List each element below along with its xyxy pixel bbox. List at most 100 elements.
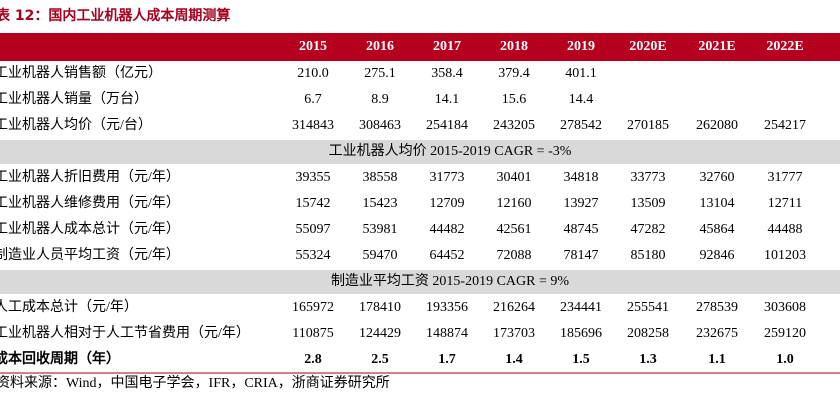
cell-value: 254184 [426, 118, 468, 133]
cell-value: 53981 [363, 222, 398, 237]
cell-value: 178410 [359, 300, 401, 315]
cell-value: 55097 [296, 222, 331, 237]
cell-value: 2.8 [304, 352, 322, 367]
cell-value: 38558 [363, 170, 398, 185]
section-note: 工业机器人均价 2015-2019 CAGR = -3% [329, 143, 572, 159]
cell-value: 14.1 [435, 92, 460, 107]
cell-value: 262080 [696, 118, 738, 133]
cell-value: 15742 [296, 196, 331, 211]
cell-value: 208258 [627, 326, 669, 341]
cell-value: 13104 [700, 196, 735, 211]
cell-value: 173703 [493, 326, 535, 341]
cell-value: 44482 [430, 222, 465, 237]
table-title: 表 12：国内工业机器人成本周期测算 [0, 7, 230, 24]
cell-value: 2.5 [371, 352, 389, 367]
cell-value: 278539 [696, 300, 738, 315]
cell-value: 78147 [564, 248, 599, 263]
row-label: 制造业人员平均工资（元/年） [0, 247, 180, 263]
section-band [0, 140, 840, 164]
cell-value: 13927 [564, 196, 599, 211]
cell-value: 275.1 [364, 66, 396, 81]
cell-value: 379.4 [498, 66, 530, 81]
cell-value: 48745 [564, 222, 599, 237]
cell-value: 12160 [497, 196, 532, 211]
cell-value: 210.0 [297, 66, 329, 81]
row-label: 工业机器人成本总计（元/年） [0, 221, 180, 237]
cell-value: 6.7 [304, 92, 322, 107]
row-label: 工业机器人均价（元/台） [0, 117, 152, 133]
cell-value: 15423 [363, 196, 398, 211]
column-header: 2021E [698, 39, 735, 54]
cell-value: 85180 [631, 248, 666, 263]
column-header: 2019 [567, 39, 595, 54]
cell-value: 308463 [359, 118, 401, 133]
cell-value: 92846 [700, 248, 735, 263]
cell-value: 185696 [560, 326, 602, 341]
column-header: 2018 [500, 39, 528, 54]
row-label: 工业机器人销售额（亿元） [0, 65, 162, 81]
cell-value: 12711 [768, 196, 802, 211]
cell-value: 278542 [560, 118, 602, 133]
cell-value: 42561 [497, 222, 532, 237]
section-note: 制造业平均工资 2015-2019 CAGR = 9% [331, 273, 569, 289]
column-header: 2016 [366, 39, 394, 54]
cell-value: 254217 [764, 118, 806, 133]
column-header: 2015 [299, 39, 327, 54]
cell-value: 45864 [700, 222, 735, 237]
source: 资料来源：Wind，中国电子学会，IFR，CRIA，浙商证券研究所 [0, 375, 390, 391]
cell-value: 33773 [631, 170, 666, 185]
cell-value: 303608 [764, 300, 806, 315]
cell-value: 401.1 [565, 66, 597, 81]
header-band [0, 33, 840, 61]
column-header: 2017 [433, 39, 461, 54]
cell-value: 1.4 [505, 352, 523, 367]
row-label: 工业机器人折旧费用（元/年） [0, 169, 180, 185]
cell-value: 64452 [430, 248, 465, 263]
cell-value: 259120 [764, 326, 806, 341]
cell-value: 59470 [363, 248, 398, 263]
cell-value: 255541 [627, 300, 669, 315]
column-header: 2020E [629, 39, 666, 54]
cell-value: 31777 [768, 170, 803, 185]
row-label: 工业机器人销量（万台） [0, 91, 148, 107]
cell-value: 148874 [426, 326, 468, 341]
cell-value: 47282 [631, 222, 666, 237]
cell-value: 1.1 [708, 352, 726, 367]
cell-value: 8.9 [371, 92, 389, 107]
cell-value: 1.0 [776, 352, 794, 367]
cell-value: 165972 [292, 300, 334, 315]
cell-value: 314843 [292, 118, 334, 133]
cell-value: 358.4 [431, 66, 463, 81]
row-label: 工业机器人维修费用（元/年） [0, 195, 180, 211]
cell-value: 101203 [764, 248, 806, 263]
row-label: 工业机器人相对于人工节省费用（元/年） [0, 325, 250, 341]
cell-value: 232675 [696, 326, 738, 341]
cell-value: 39355 [296, 170, 331, 185]
cell-value: 110875 [292, 326, 333, 341]
column-header: 2022E [766, 39, 803, 54]
cell-value: 216264 [493, 300, 535, 315]
cell-value: 234441 [560, 300, 602, 315]
cell-value: 30401 [497, 170, 532, 185]
cell-value: 12709 [430, 196, 465, 211]
cell-value: 1.5 [572, 352, 590, 367]
cell-value: 270185 [627, 118, 669, 133]
cell-value: 193356 [426, 300, 468, 315]
row-label: 人工成本总计（元/年） [0, 299, 138, 315]
cell-value: 55324 [296, 248, 331, 263]
cell-value: 124429 [359, 326, 401, 341]
row-label: 成本回收周期（年） [0, 350, 120, 367]
cell-value: 243205 [493, 118, 535, 133]
cell-value: 44488 [768, 222, 803, 237]
cell-value: 31773 [430, 170, 465, 185]
section-band [0, 270, 840, 294]
cell-value: 34818 [564, 170, 599, 185]
cell-value: 32760 [700, 170, 735, 185]
cell-value: 72088 [497, 248, 532, 263]
cell-value: 13509 [631, 196, 666, 211]
cell-value: 1.3 [639, 352, 657, 367]
cell-value: 15.6 [502, 92, 527, 107]
cell-value: 14.4 [569, 92, 594, 107]
cell-value: 1.7 [438, 352, 456, 367]
